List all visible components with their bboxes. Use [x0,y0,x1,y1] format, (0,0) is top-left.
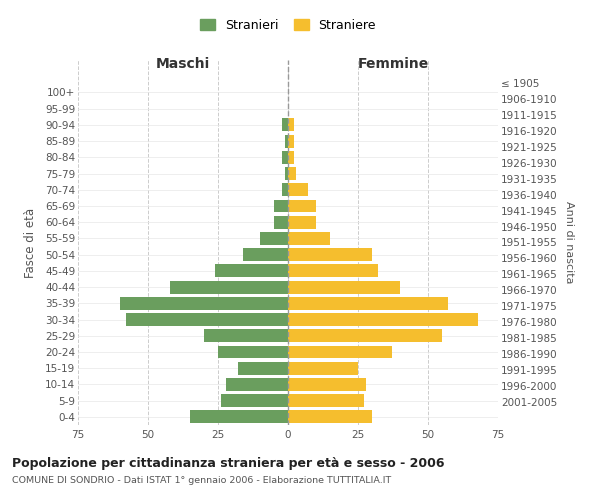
Bar [288,118,293,132]
Bar [285,167,288,180]
Bar [190,410,288,424]
Bar [274,216,288,228]
Bar [288,280,400,293]
Bar [288,297,448,310]
Text: Popolazione per cittadinanza straniera per età e sesso - 2006: Popolazione per cittadinanza straniera p… [12,458,445,470]
Bar [274,200,288,212]
Legend: Stranieri, Straniere: Stranieri, Straniere [196,15,380,36]
Bar [283,118,288,132]
Bar [288,362,358,374]
Bar [283,151,288,164]
Bar [288,134,293,147]
Bar [221,394,288,407]
Text: COMUNE DI SONDRIO - Dati ISTAT 1° gennaio 2006 - Elaborazione TUTTITALIA.IT: COMUNE DI SONDRIO - Dati ISTAT 1° gennai… [12,476,391,485]
Bar [288,184,308,196]
Bar [288,248,372,261]
Bar [288,330,442,342]
Bar [215,264,288,278]
Y-axis label: Fasce di età: Fasce di età [23,208,37,278]
Bar [285,134,288,147]
Bar [288,200,316,212]
Bar [218,346,288,358]
Bar [288,216,316,228]
Bar [120,297,288,310]
Bar [243,248,288,261]
Bar [283,184,288,196]
Bar [288,151,293,164]
Bar [288,264,377,278]
Y-axis label: Anni di nascita: Anni di nascita [564,201,574,284]
Bar [125,313,288,326]
Bar [288,167,296,180]
Text: Femmine: Femmine [358,58,428,71]
Bar [226,378,288,391]
Bar [260,232,288,245]
Bar [288,394,364,407]
Bar [204,330,288,342]
Bar [288,410,372,424]
Bar [288,378,367,391]
Bar [170,280,288,293]
Bar [288,313,478,326]
Bar [288,232,330,245]
Bar [238,362,288,374]
Bar [288,346,392,358]
Text: Maschi: Maschi [156,58,210,71]
